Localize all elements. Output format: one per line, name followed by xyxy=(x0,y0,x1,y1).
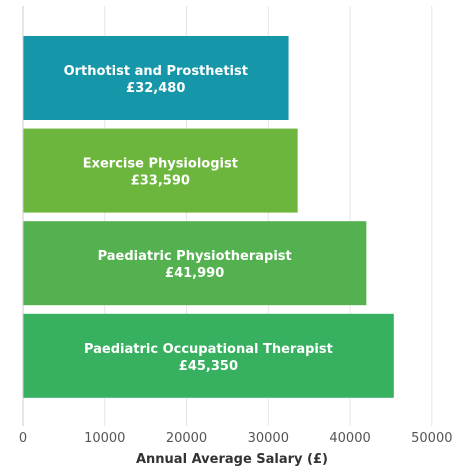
x-tick-label-10000: 10000 xyxy=(84,431,125,446)
bar-3 xyxy=(23,221,367,306)
x-axis: 0 10000 20000 30000 40000 50000 xyxy=(19,6,453,446)
bar-1 xyxy=(23,36,289,120)
bar-2 xyxy=(23,128,298,213)
bar-labels: Orthotist and Prosthetist £32,480 Exercise… xyxy=(64,64,333,374)
bar-value-label-3: £41,990 xyxy=(165,266,224,281)
x-tick-label-20000: 20000 xyxy=(166,431,207,446)
bar-category-label-1: Orthotist and Prosthetist xyxy=(64,64,248,79)
bar-4 xyxy=(23,313,394,398)
bar-category-label-4: Paediatric Occupational Therapist xyxy=(84,342,333,357)
bar-value-label-1: £32,480 xyxy=(126,81,185,96)
x-axis-title: Annual Average Salary (£) xyxy=(136,452,328,467)
x-tick-label-40000: 40000 xyxy=(329,431,370,446)
x-tick-label-50000: 50000 xyxy=(411,431,452,446)
bar-category-label-2: Exercise Physiologist xyxy=(83,157,238,172)
bars xyxy=(23,36,394,398)
x-tick-label-0: 0 xyxy=(19,431,27,446)
bar-value-label-2: £33,590 xyxy=(131,174,190,189)
bar-category-label-3: Paediatric Physiotherapist xyxy=(98,249,292,264)
bar-value-label-4: £45,350 xyxy=(179,359,238,374)
x-tick-label-30000: 30000 xyxy=(248,431,289,446)
